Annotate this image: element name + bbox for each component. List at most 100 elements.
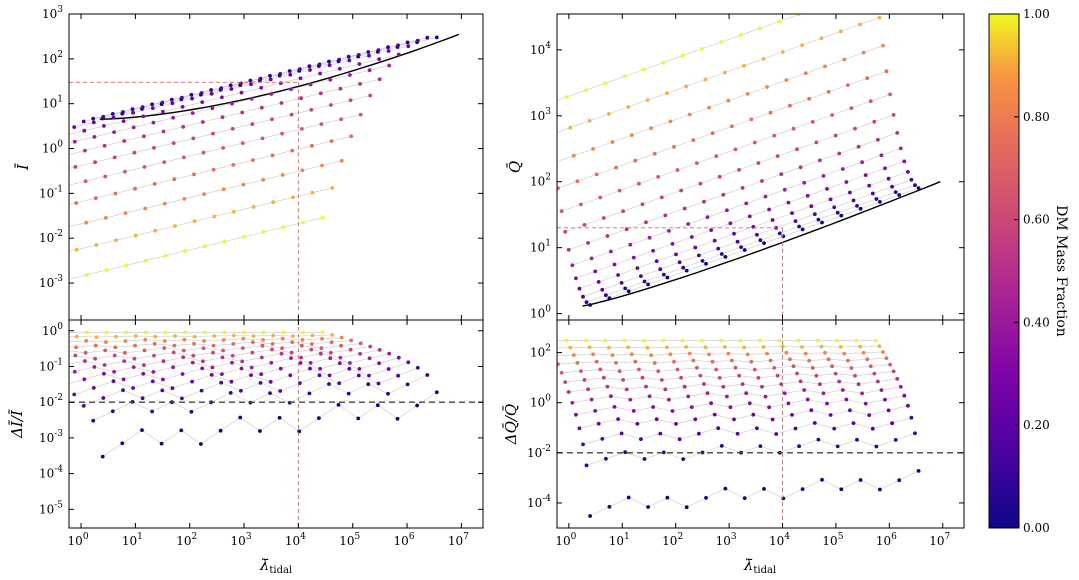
data-point: [53, 375, 57, 379]
data-point: [607, 504, 612, 509]
data-point: [281, 225, 286, 230]
data-point: [202, 339, 207, 343]
colorbar-tick-label: 0.40: [1023, 315, 1050, 329]
data-point: [72, 392, 77, 397]
data-point: [717, 174, 722, 179]
data-point: [44, 158, 48, 162]
data-point: [337, 381, 342, 386]
data-point: [425, 373, 430, 377]
data-point: [346, 54, 351, 59]
data-point: [258, 429, 262, 433]
data-point: [210, 106, 215, 111]
data-point: [91, 386, 96, 390]
data-point: [735, 239, 740, 244]
data-point: [600, 287, 605, 292]
data-point: [546, 102, 550, 106]
data-point: [587, 345, 592, 350]
data-point: [221, 348, 226, 353]
data-point: [735, 431, 740, 436]
data-point: [707, 352, 711, 357]
data-point: [368, 344, 373, 349]
data-point: [626, 495, 631, 500]
data-point: [800, 43, 804, 47]
data-point: [842, 57, 847, 62]
data-point: [906, 403, 910, 408]
connector-line: [69, 78, 380, 155]
connector-line: [69, 217, 323, 280]
data-point: [169, 97, 174, 102]
data-point: [278, 72, 283, 76]
data-point: [337, 57, 342, 62]
data-point: [329, 350, 333, 355]
data-point: [406, 44, 411, 49]
series-dQ: [553, 320, 964, 528]
data-point: [767, 405, 771, 410]
data-point: [819, 344, 824, 349]
data-point: [74, 201, 78, 205]
data-point: [594, 359, 599, 364]
data-point: [230, 360, 234, 365]
data-point: [122, 139, 127, 143]
data-point: [553, 354, 557, 358]
data-point: [261, 177, 265, 182]
data-point: [818, 158, 822, 163]
data-point: [651, 248, 655, 253]
data-point: [749, 359, 754, 364]
data-point: [747, 401, 752, 406]
data-point: [356, 53, 361, 57]
data-point: [202, 192, 207, 197]
data-point: [868, 99, 873, 104]
ytick-label: 101: [42, 95, 63, 111]
data-point: [617, 369, 622, 374]
data-point: [159, 441, 164, 446]
data-point: [211, 167, 216, 172]
data-point: [780, 50, 785, 54]
data-point: [820, 477, 824, 482]
data-point: [614, 361, 618, 365]
data-point: [307, 391, 312, 396]
data-point: [629, 133, 634, 138]
data-point: [161, 129, 166, 134]
data-point: [553, 161, 557, 165]
data-point: [823, 64, 827, 69]
data-point: [805, 193, 810, 198]
data-point: [386, 49, 391, 53]
data-point: [742, 345, 746, 350]
data-point: [192, 172, 196, 177]
ytick-label: 104: [530, 41, 551, 57]
data-point: [681, 457, 686, 461]
data-point: [281, 330, 286, 335]
data-point: [786, 200, 791, 205]
data-point: [308, 361, 313, 365]
data-point: [338, 355, 343, 360]
data-point: [587, 118, 592, 123]
data-point: [714, 367, 719, 372]
data-point: [619, 431, 624, 436]
data-point: [329, 139, 334, 144]
data-point: [121, 377, 126, 382]
data-point: [287, 69, 292, 73]
data-point: [816, 437, 821, 442]
data-point: [621, 378, 625, 382]
ytick-label: 103: [42, 5, 63, 21]
data-point: [612, 405, 617, 409]
data-point: [259, 372, 264, 377]
data-point: [579, 202, 583, 207]
data-point: [574, 276, 578, 281]
data-point: [725, 208, 729, 213]
data-point: [614, 165, 618, 170]
data-point: [874, 197, 879, 201]
data-point: [870, 426, 875, 431]
series-I: [44, 33, 460, 320]
data-point: [386, 45, 390, 50]
data-point: [111, 379, 116, 384]
data-point: [123, 339, 128, 343]
data-point: [603, 338, 608, 343]
data-point: [251, 340, 255, 344]
data-point: [415, 365, 420, 370]
data-point: [858, 478, 863, 482]
data-point: [91, 120, 96, 125]
data-point: [289, 87, 293, 92]
data-point: [336, 403, 341, 407]
data-point: [242, 234, 247, 239]
